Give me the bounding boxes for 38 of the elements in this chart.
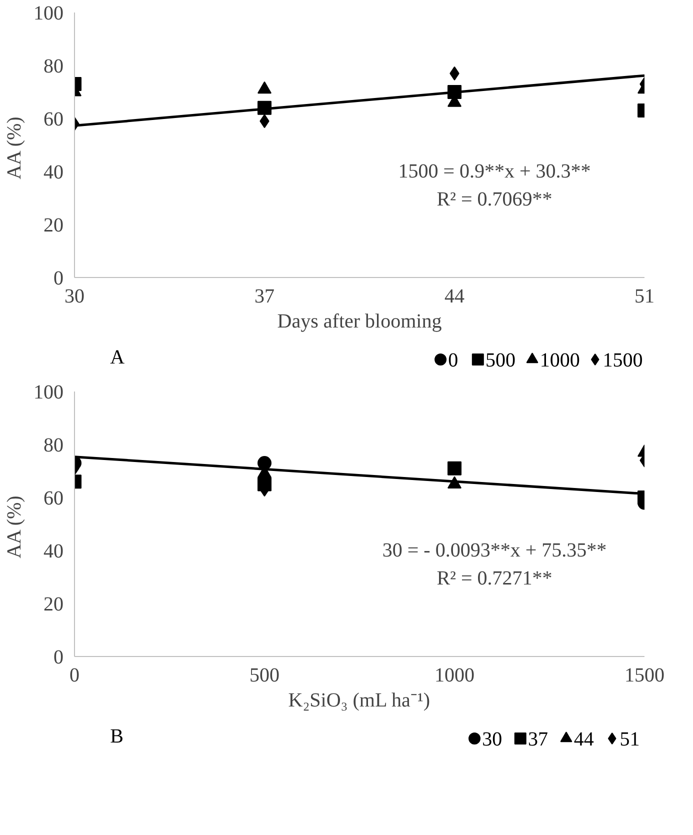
y-tick-label: 60 [44,488,64,510]
x-tick-label: 37 [254,286,274,308]
y-axis-title: AA (%) [4,496,26,558]
y-tick-label: 0 [54,646,64,668]
legend-label: 30 [482,728,502,750]
y-axis-title: AA (%) [4,116,26,180]
x-tick-label: 0 [70,664,80,686]
y-tick-label: 80 [44,56,64,78]
text: A [110,346,126,368]
y-tick-label: 20 [44,594,64,616]
legend-label: 1000 [540,350,580,372]
y-tick-label: 80 [44,434,64,456]
y-tick-label: 40 [44,162,64,184]
annotation: 1500 = 0.9**x + 30.3** [398,160,591,182]
legend-label: 51 [620,728,640,750]
x-tick-label: 30 [64,286,84,308]
legend-label: 0 [448,350,458,372]
y-tick-label: 40 [44,540,64,562]
annotation: R² = 0.7069** [436,188,552,210]
y-tick-label: 0 [54,268,64,290]
legend-label: 37 [528,728,548,750]
legend-label: 500 [486,350,516,372]
x-tick-label: 1500 [624,664,664,686]
text: B [110,726,124,748]
legend-label: 44 [574,728,594,750]
x-tick-label: 51 [634,286,654,308]
x-tick-label: 500 [250,664,280,686]
y-tick-label: 100 [34,2,64,24]
x-axis-title: K₂SiO₃ (mL ha⁻¹) [288,690,430,712]
x-axis-title: Days after blooming [277,310,442,332]
annotation: 30 = - 0.0093**x + 75.35** [382,540,607,562]
annotation: R² = 0.7271** [436,568,552,590]
y-tick-label: 60 [44,108,64,130]
y-tick-label: 100 [34,382,64,404]
y-tick-label: 20 [44,214,64,236]
legend-label: 1500 [602,350,643,372]
x-tick-label: 1000 [434,664,474,686]
x-tick-label: 44 [444,286,464,308]
